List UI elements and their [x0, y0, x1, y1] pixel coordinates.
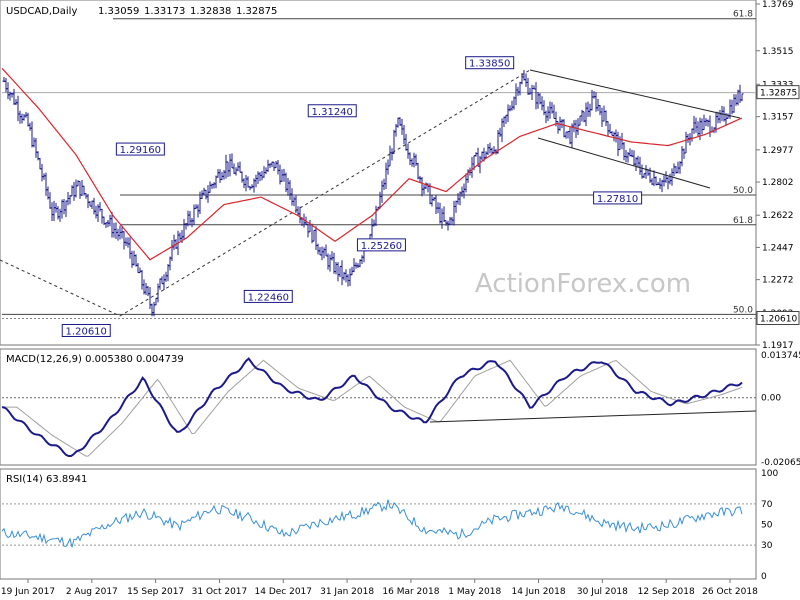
price-annotation-box — [115, 142, 165, 156]
rsi-panel-frame — [0, 468, 757, 580]
price-tick-label: 1.3157 — [762, 113, 794, 123]
price-annotation-box — [61, 323, 111, 337]
rsi-tick-label: 70 — [761, 500, 773, 510]
price-annotation-label: 1.25260 — [361, 241, 402, 252]
rsi-tick-label: 0 — [761, 572, 767, 582]
rsi-tick-label: 50 — [761, 521, 773, 531]
moving-average-line — [1, 67, 743, 261]
macd-tick-label: 0.00 — [761, 394, 781, 404]
price-tick-label: 1.3769 — [762, 0, 794, 10]
current-price-label: 1.32875 — [760, 89, 797, 99]
macd-trendline — [429, 410, 757, 423]
ohlc-high: 1.33173 — [144, 6, 185, 17]
fib-level-label: 50.0 — [733, 305, 753, 315]
price-panel-frame — [0, 0, 757, 346]
price-annotation-label: 1.22460 — [248, 292, 289, 303]
channel-upper — [529, 69, 741, 119]
macd-tick-label: -0.020652 — [761, 458, 800, 468]
x-tick-label: 16 Mar 2018 — [382, 587, 439, 597]
price-tick-label: 1.2272 — [762, 276, 794, 286]
x-tick-label: 30 Jul 2018 — [577, 587, 628, 597]
price-annotation-label: 1.27810 — [597, 194, 638, 205]
macd-panel-frame — [0, 348, 757, 466]
trendline-dashed-1 — [0, 259, 121, 317]
x-tick-label: 31 Oct 2017 — [192, 587, 248, 597]
x-tick-label: 31 Jan 2018 — [320, 587, 374, 597]
trendline-dashed-2 — [119, 69, 531, 317]
price-annotation-box — [356, 238, 406, 252]
x-tick-label: 12 Sep 2018 — [638, 587, 695, 597]
price-grid — [2, 18, 756, 319]
x-tick-label: 2 Aug 2017 — [66, 587, 118, 597]
x-tick-label: 15 Sep 2017 — [127, 587, 184, 597]
x-tick-label: 14 Jun 2018 — [511, 587, 565, 597]
price-annotation-box — [593, 191, 643, 205]
macd-signal-line — [2, 359, 743, 457]
price-axis: 1.37691.35151.33331.31571.29771.28021.26… — [756, 0, 800, 351]
price-annotation-box — [243, 289, 293, 303]
price-tick-label: 1.2802 — [762, 178, 794, 188]
ohlc-close: 1.32875 — [236, 6, 277, 17]
chart-symbol: USDCAD,Daily — [6, 6, 77, 17]
price-annotation-box — [307, 104, 357, 118]
price-annotation-box — [465, 56, 515, 70]
watermark: ActionForex.com — [475, 269, 691, 299]
fib-level-label: 50.0 — [733, 186, 753, 196]
price-annotation-label: 1.29160 — [120, 145, 161, 156]
ohlc-open: 1.33059 — [98, 6, 139, 17]
support-price-box — [756, 310, 800, 325]
macd-line — [1, 357, 743, 457]
rsi-line — [1, 499, 743, 548]
macd-layer: 0.013745 0.00 -0.020652 — [1, 351, 800, 468]
price-tick-label: 1.2447 — [762, 243, 794, 253]
macd-tick-label: 0.013745 — [761, 351, 800, 361]
fib-level-label: 61.8 — [733, 216, 753, 226]
price-tick-label: 1.2977 — [762, 146, 794, 156]
price-annotation-label: 1.20610 — [66, 326, 107, 337]
rsi-tick-label: 30 — [761, 541, 773, 551]
x-tick-label: 1 May 2018 — [448, 587, 501, 597]
rsi-tick-label: 100 — [761, 469, 778, 479]
macd-title: MACD(12,26,9) 0.005380 0.004739 — [6, 354, 184, 365]
ohlc-low: 1.32838 — [190, 6, 231, 17]
x-axis: 19 Jun 2017 2 Aug 2017 15 Sep 2017 31 Oct 2… — [1, 579, 758, 597]
x-tick-label: 14 Dec 2017 — [255, 587, 313, 597]
price-bars — [2, 70, 744, 317]
price-annotation-label: 1.33850 — [469, 59, 510, 70]
price-lines — [0, 67, 743, 317]
fib-level-label: 61.8 — [733, 10, 753, 20]
support-price-label: 1.20610 — [760, 314, 797, 324]
x-tick-label: 26 Oct 2018 — [702, 587, 758, 597]
price-tick-label: 1.3515 — [762, 47, 794, 57]
price-labels: 61.8 50.0 61.8 50.0 1.20610 1.29160 1.22460 1.3… — [61, 10, 753, 337]
channel-lower — [537, 137, 711, 189]
price-annotation-label: 1.31240 — [312, 107, 353, 118]
price-tick-label: 1.1917 — [762, 341, 794, 351]
rsi-layer: 100 70 50 30 0 — [1, 469, 778, 582]
current-price-box — [756, 85, 800, 100]
price-tick-label: 1.2622 — [762, 211, 794, 221]
rsi-title: RSI(14) 63.8941 — [6, 474, 87, 485]
x-tick-label: 19 Jun 2017 — [1, 587, 55, 597]
